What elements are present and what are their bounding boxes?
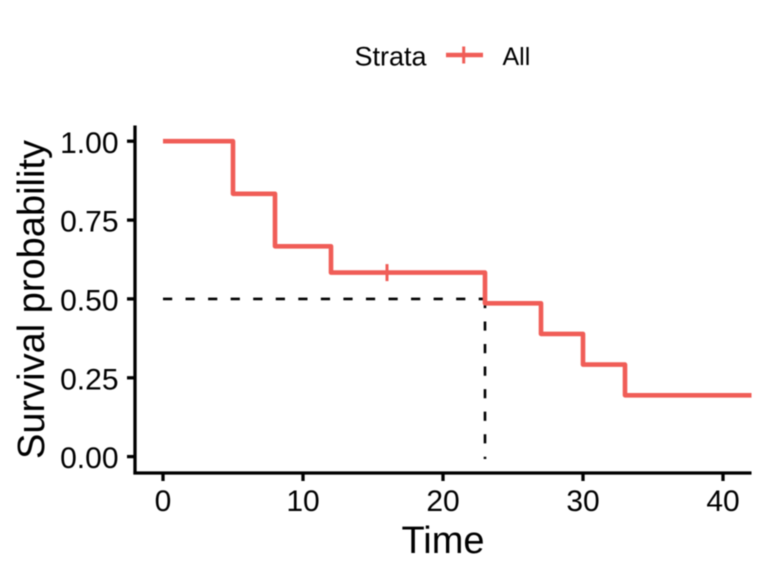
svg-text:40: 40 [706,485,739,518]
svg-text:0.75: 0.75 [60,206,118,239]
svg-text:20: 20 [426,485,459,518]
svg-text:Survival probability: Survival probability [11,140,53,459]
svg-text:10: 10 [286,485,319,518]
svg-text:0.50: 0.50 [60,285,118,318]
svg-text:0.25: 0.25 [60,363,118,396]
svg-text:1.00: 1.00 [60,127,118,160]
svg-text:0: 0 [155,485,172,518]
svg-text:30: 30 [566,485,599,518]
svg-text:0.00: 0.00 [60,442,118,475]
svg-text:All: All [503,43,531,71]
svg-text:Strata: Strata [355,42,428,72]
svg-text:Time: Time [401,520,484,562]
